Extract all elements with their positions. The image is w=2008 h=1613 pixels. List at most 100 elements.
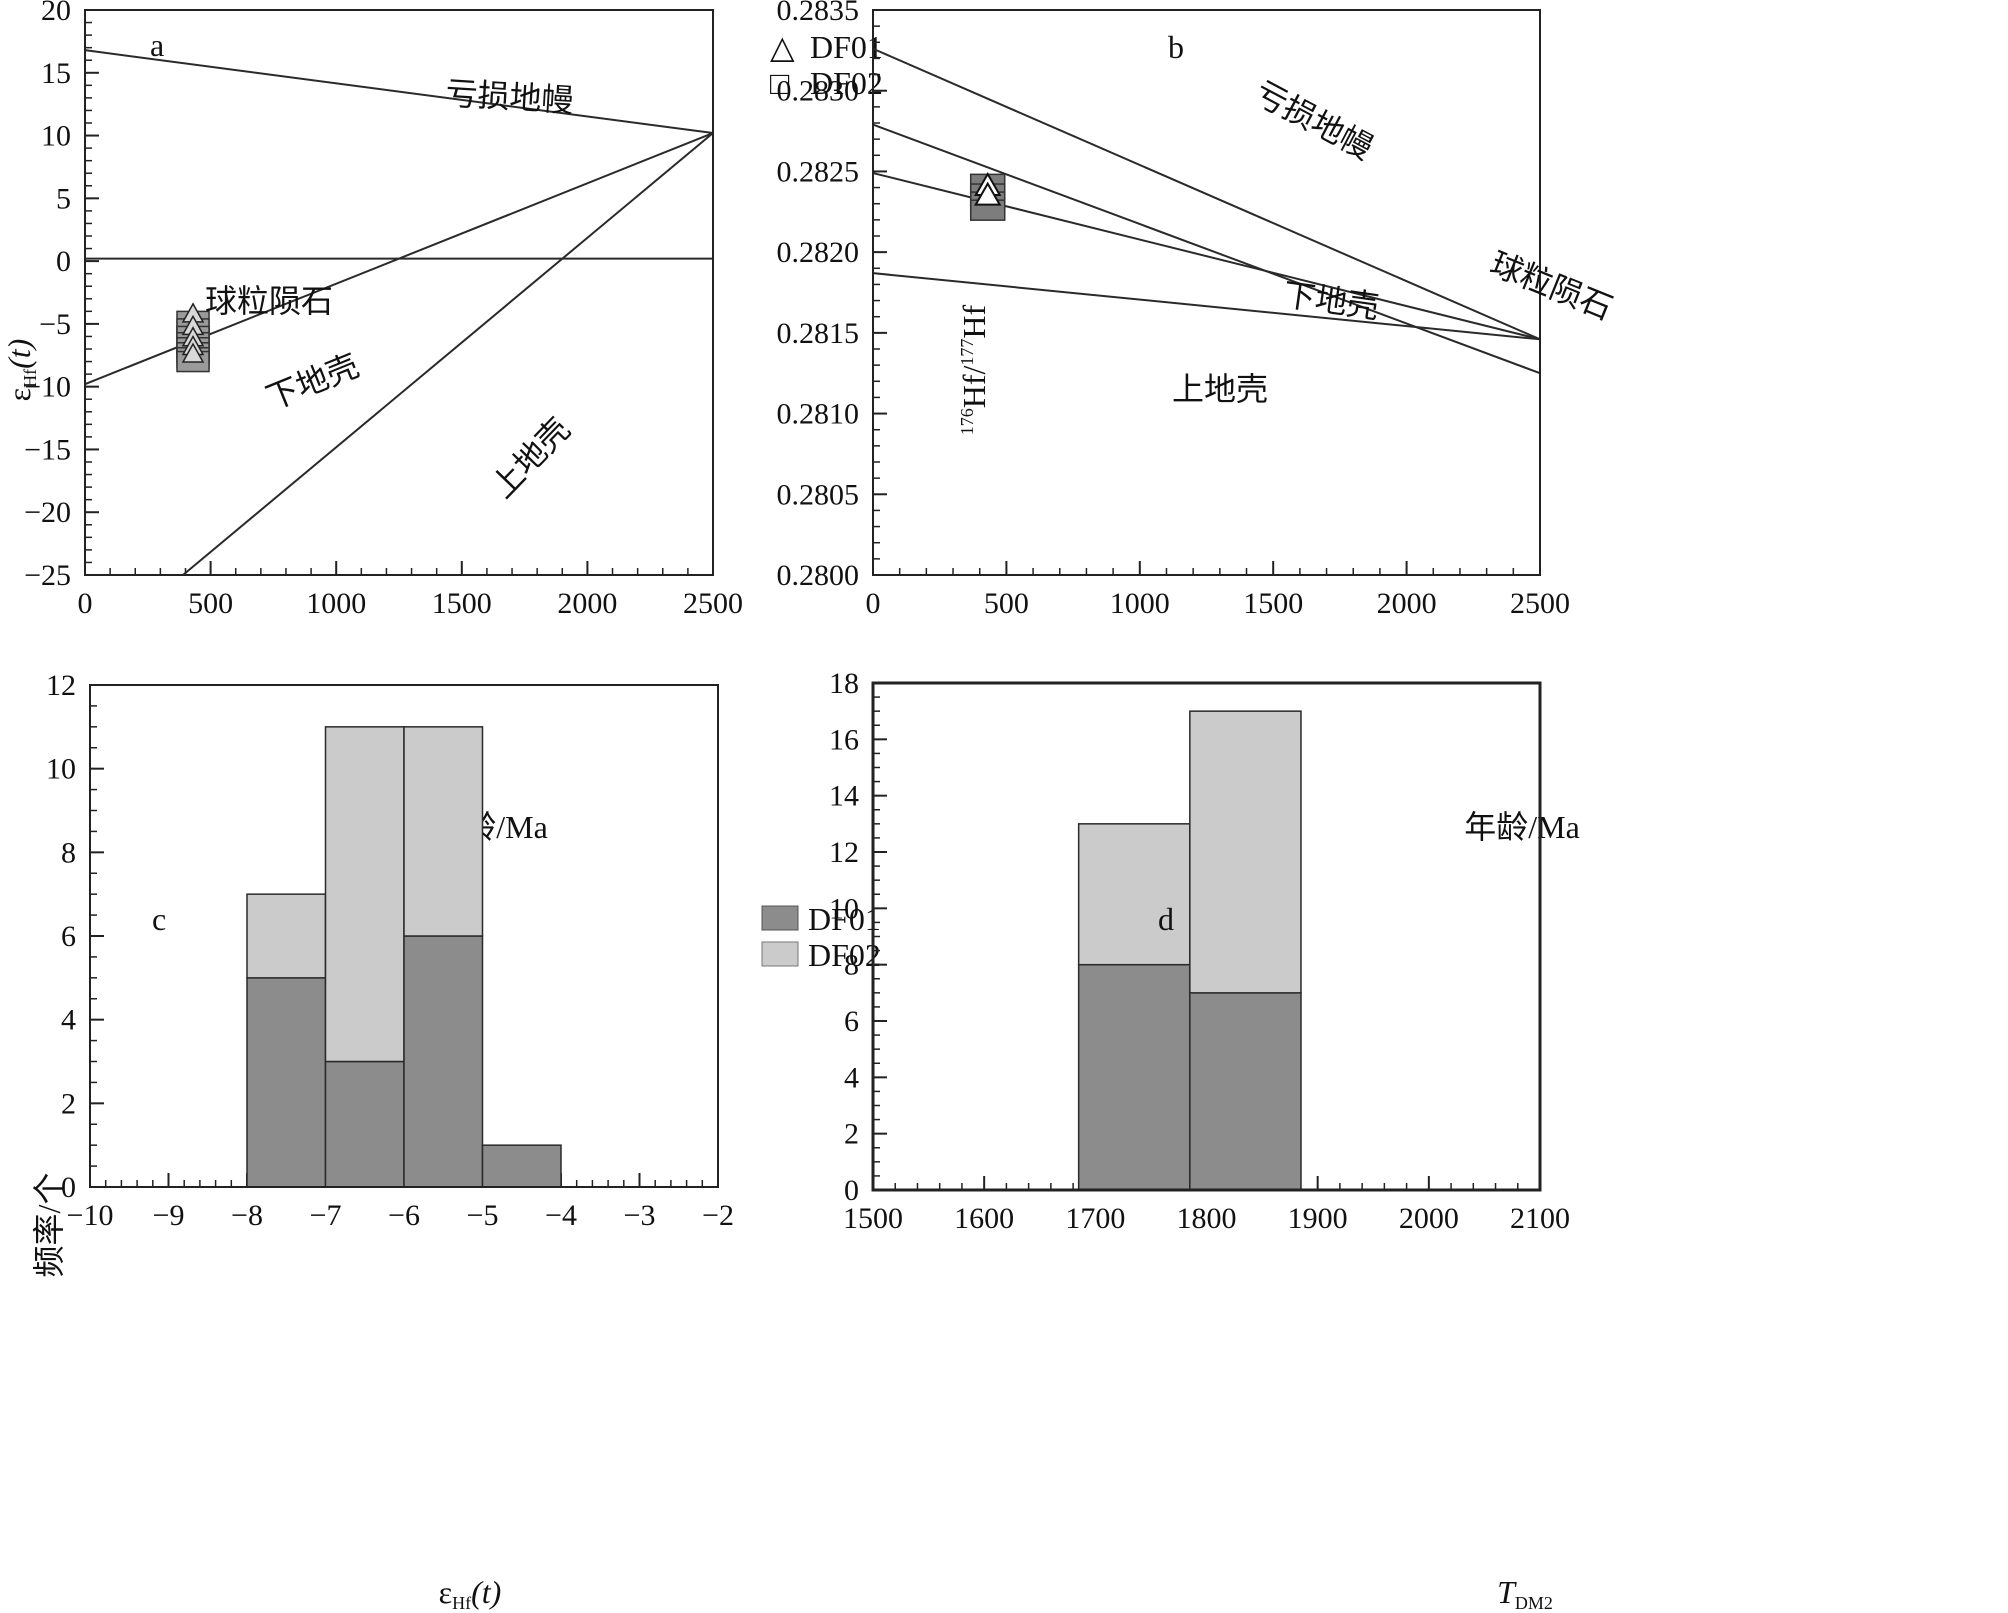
series-line (872, 272, 1541, 341)
panel-d-frame (871, 681, 1542, 1192)
x-tick-label: 1800 (1177, 1202, 1237, 1235)
svg-text:176Hf/177Hf: 176Hf/177Hf (956, 304, 992, 435)
panel-b-y-title-mid: Hf/ (956, 365, 992, 408)
x-tick-label: 2000 (557, 587, 617, 620)
x-tick-label: 1900 (1288, 1202, 1348, 1235)
panel-c-letter: c (152, 901, 166, 937)
x-tick-label: 1500 (843, 1202, 903, 1235)
curve-label-b-lower-crust: 下地壳 (1281, 276, 1381, 325)
panel-b-points (969, 171, 1006, 221)
panel-c: −10 −9 −8 −7 −6 −5 −4 −3 −2 0 2 4 6 8 10 12 c DF01 DF02… (31, 669, 881, 1613)
panel-b-y-title-sup2: 177 (957, 339, 977, 366)
y-tick-label: 14 (829, 780, 859, 813)
y-tick-label: −15 (24, 433, 71, 466)
panel-c-x-title-arg: (t) (471, 1574, 501, 1610)
panel-c-x-title-sub: Hf (452, 1593, 471, 1613)
panel-a-y-title-main: ε (1, 388, 37, 401)
series-line (872, 47, 1541, 341)
panel-b-x-title: 年龄/Ma (1464, 809, 1580, 845)
y-tick-label: 0.2825 (777, 155, 860, 188)
x-tick-label: −10 (67, 1199, 114, 1232)
y-tick-label: 5 (56, 182, 71, 215)
y-tick-label: 4 (61, 1004, 76, 1037)
y-tick-label: 0 (56, 245, 71, 278)
legend-c-df01-label: DF01 (808, 901, 881, 937)
legend-c-df02-swatch (761, 941, 799, 967)
y-tick-label: −10 (24, 371, 71, 404)
x-tick-label: −7 (310, 1199, 342, 1232)
bar-df02 (1189, 710, 1302, 994)
panel-a-letter: a (150, 27, 164, 63)
panel-c-frame (89, 684, 719, 1188)
legend-a-df01-label: DF01 (810, 29, 883, 65)
bar-df02 (403, 726, 484, 937)
panel-a-points (176, 302, 210, 373)
panel-d-letter: d (1158, 901, 1174, 937)
curve-label-a-chondrite: 球粒陨石 (205, 283, 333, 319)
y-tick-label: 12 (829, 836, 859, 869)
y-tick-label: 6 (844, 1005, 859, 1038)
panel-d: 1500 1600 1700 1800 1900 2000 2100 0 2 4 6 8 10 12 14 1… (829, 667, 1570, 1613)
legend-c-df01-swatch (761, 905, 799, 931)
panel-b-y-title-sup1: 176 (957, 408, 977, 435)
x-tick-label: 0 (78, 587, 93, 620)
y-tick-label: 2 (844, 1118, 859, 1151)
panel-b-y-title: 176Hf/177Hf (956, 304, 992, 435)
panel-a-frame (84, 9, 714, 576)
x-tick-label: 1000 (306, 587, 366, 620)
y-tick-label: 0.2830 (777, 75, 860, 108)
curve-label-a-depleted-mantle: 亏损地幔 (445, 75, 575, 119)
x-tick-label: −6 (388, 1199, 420, 1232)
curve-label-b-chondrite: 球粒陨石 (1485, 245, 1617, 326)
panel-a-y-title: εHf(t) (1, 339, 40, 402)
panel-c-ticks: −10 −9 −8 −7 −6 −5 −4 −3 −2 0 2 4 6 8 10 12 (46, 669, 734, 1232)
x-tick-label: −3 (624, 1199, 656, 1232)
legend-a-df01-symbol: △ (770, 29, 795, 65)
panel-a-y-title-sub: Hf (20, 369, 40, 388)
series-line (182, 132, 714, 576)
y-tick-label: 16 (829, 723, 859, 756)
y-tick-label: −5 (39, 308, 71, 341)
y-tick-label: 4 (844, 1061, 859, 1094)
panel-d-x-title: TDM2 (1497, 1574, 1553, 1613)
bar-df01 (324, 1060, 405, 1188)
x-tick-label: 1500 (432, 587, 492, 620)
x-tick-label: 500 (984, 587, 1029, 620)
y-tick-label: 0.2810 (777, 398, 860, 431)
y-tick-label: 0.2815 (777, 317, 860, 350)
panel-a-legend: △ DF01 □ DF02 (770, 29, 883, 101)
y-tick-label: 15 (41, 57, 71, 90)
curve-label-a-upper-crust: 上地壳 (484, 411, 577, 505)
x-tick-label: 2500 (683, 587, 743, 620)
y-tick-label: 10 (46, 753, 76, 786)
panel-a-y-title-arg: (t) (1, 339, 37, 369)
x-tick-label: 1600 (954, 1202, 1014, 1235)
bar-df02 (246, 893, 327, 979)
curve-label-b-upper-crust: 上地壳 (1172, 371, 1268, 407)
y-tick-label: 0.2805 (777, 478, 860, 511)
bar-df01 (403, 935, 484, 1188)
y-tick-label: 18 (829, 667, 859, 700)
panel-b-letter: b (1168, 29, 1184, 65)
x-tick-label: −9 (153, 1199, 185, 1232)
panel-c-bars (246, 726, 562, 1188)
x-tick-label: −4 (545, 1199, 577, 1232)
df01-triangle-point (974, 181, 1002, 206)
panel-a: 0 500 1000 1500 2000 2500 20 15 10 5 0 −5 −10 −15 −20 −… (1, 0, 883, 845)
x-tick-label: 1000 (1110, 587, 1170, 620)
df01-triangle-point (181, 342, 205, 363)
series-line (84, 49, 714, 135)
y-tick-label: −20 (24, 496, 71, 529)
x-tick-label: 0 (866, 587, 881, 620)
y-tick-label: 8 (61, 836, 76, 869)
bar-df01 (246, 977, 327, 1188)
y-tick-label: 10 (41, 120, 71, 153)
y-tick-label: 0 (844, 1174, 859, 1207)
panel-c-y-title: 频率/个 (31, 1173, 67, 1278)
panel-b-frame (872, 9, 1541, 576)
y-tick-label: 0.2835 (777, 0, 860, 27)
legend-a-df02-label: DF02 (810, 65, 883, 101)
bar-df02 (1077, 823, 1191, 966)
panel-d-x-title-main: T (1497, 1574, 1517, 1610)
